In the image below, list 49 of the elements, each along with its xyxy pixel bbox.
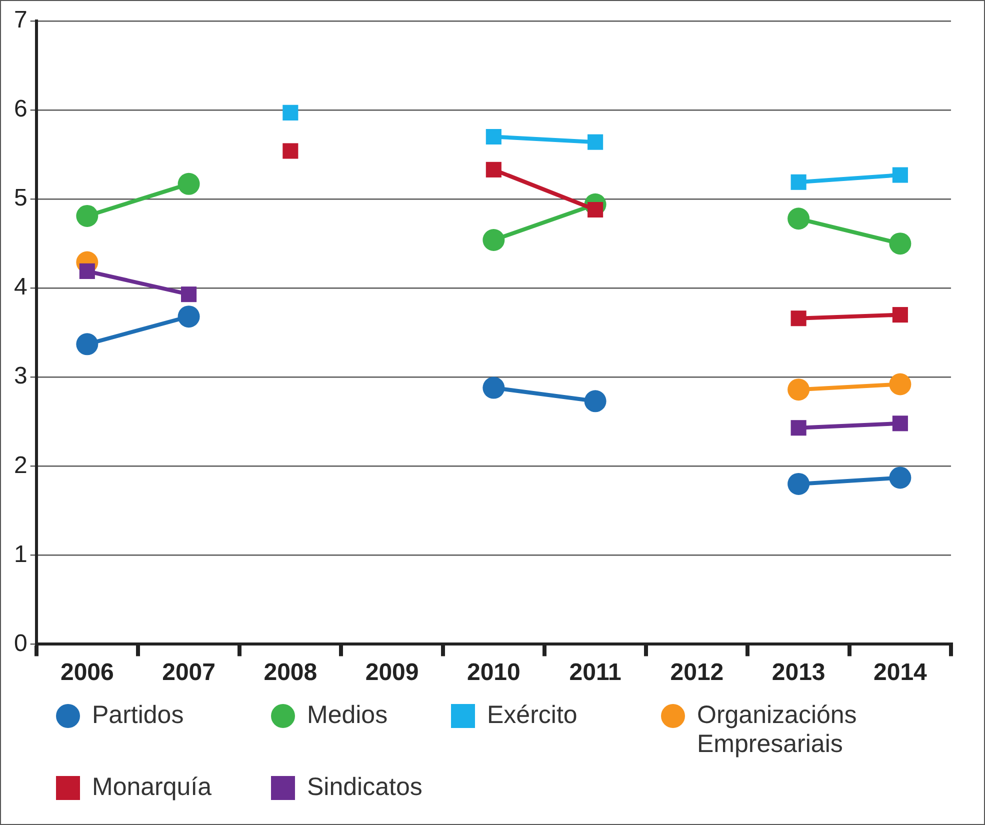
x-tick-label: 2006 (60, 659, 114, 686)
x-tick-label: 2013 (772, 659, 826, 686)
point (588, 134, 604, 150)
y-tick-label: 5 (14, 184, 28, 212)
point (889, 373, 912, 396)
legend-label: Organizacións Empresariais (697, 701, 858, 759)
point (181, 286, 197, 302)
point (889, 466, 912, 489)
point (790, 174, 806, 190)
y-tick-label: 4 (14, 274, 28, 301)
point (892, 307, 908, 323)
x-tick-label: 2008 (264, 659, 318, 686)
point (788, 378, 810, 401)
point (584, 390, 606, 412)
x-tick-label: 2012 (670, 659, 724, 686)
point (282, 143, 298, 159)
point (486, 128, 502, 145)
point (282, 104, 298, 120)
legend-label: Monarquía (92, 773, 212, 802)
point (889, 232, 912, 255)
point (76, 204, 98, 227)
point (892, 167, 908, 183)
y-tick-label: 7 (14, 6, 28, 34)
legend-label: Sindicatos (307, 773, 422, 802)
point (482, 229, 505, 252)
y-tick-label: 2 (14, 452, 28, 479)
x-tick-label: 2010 (466, 659, 520, 686)
point (788, 208, 810, 230)
x-tick-label: 2011 (569, 659, 622, 686)
y-tick-label: 1 (14, 540, 28, 568)
point (788, 472, 810, 495)
x-tick-label: 2009 (365, 659, 419, 686)
legend-label: Exército (487, 701, 578, 730)
point (482, 376, 505, 399)
y-tick-label: 3 (14, 362, 28, 390)
point (178, 172, 200, 195)
legend-label: Partidos (92, 701, 184, 730)
point (790, 420, 806, 436)
point (178, 306, 200, 328)
point (790, 310, 806, 326)
y-tick-label: 0 (14, 630, 28, 657)
x-tick-label: 2007 (162, 659, 216, 686)
point (76, 333, 98, 356)
x-tick-label: 2014 (873, 659, 928, 686)
point (79, 263, 95, 279)
y-tick-label: 6 (14, 96, 28, 123)
legend-label: Medios (307, 701, 388, 730)
point (486, 162, 502, 178)
point (892, 416, 908, 432)
